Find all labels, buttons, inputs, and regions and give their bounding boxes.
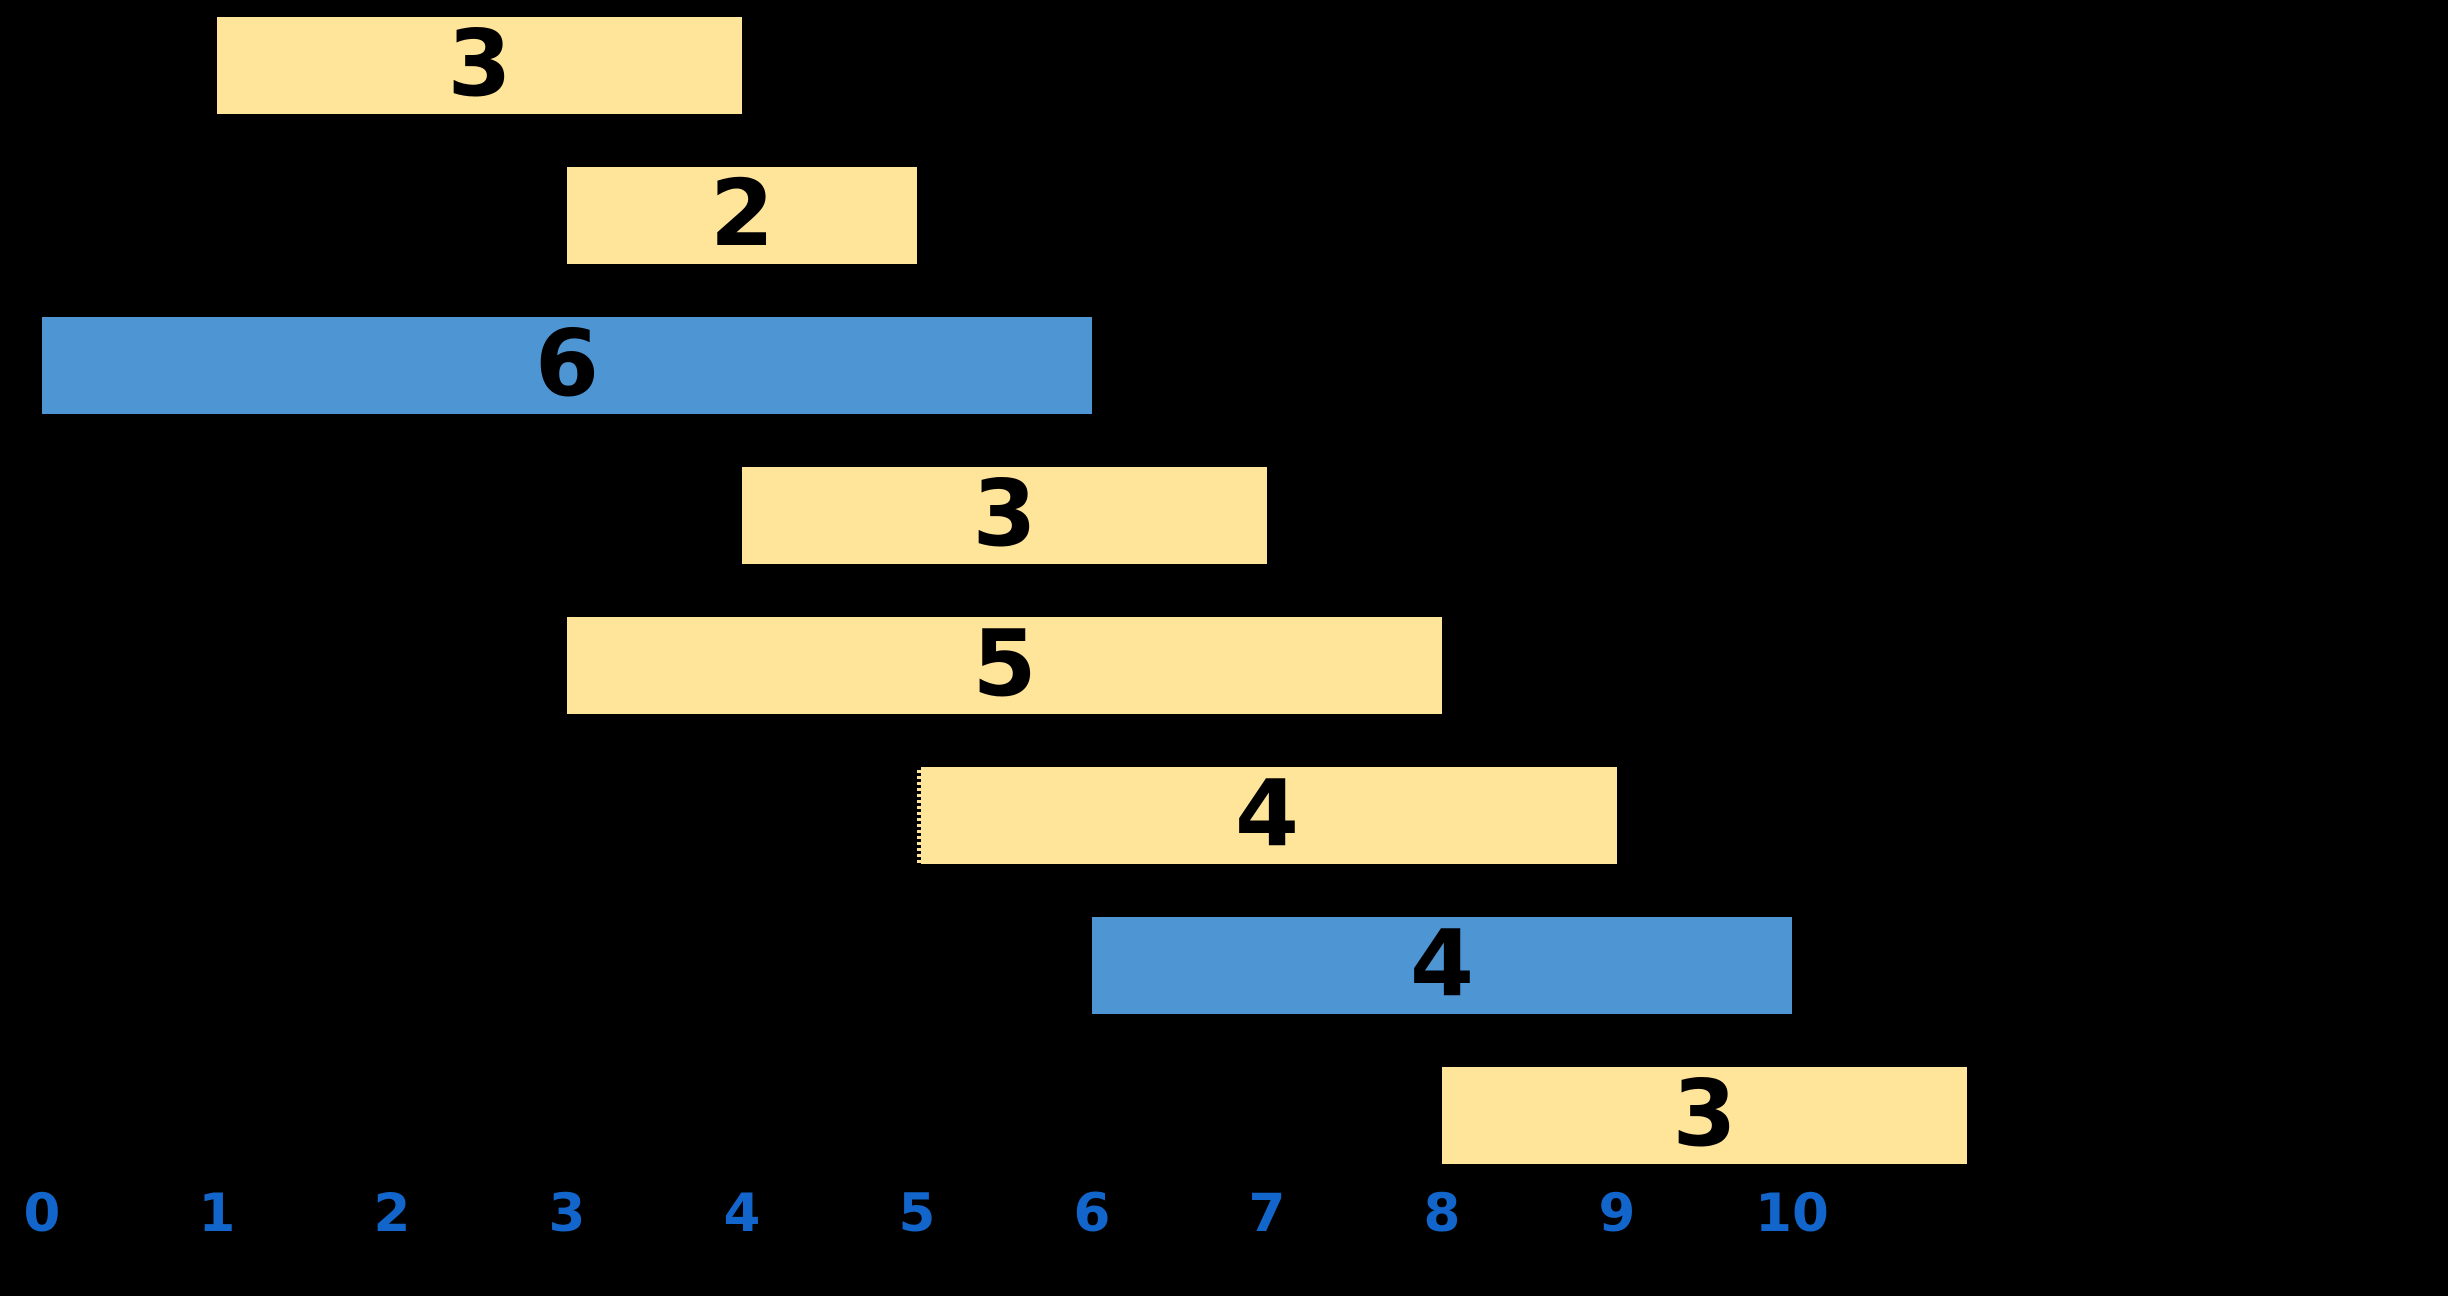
gantt-bar-row-8: 3: [1442, 1067, 1967, 1164]
x-axis-tick-label-4: 4: [723, 1183, 761, 1244]
bar-duration-label: 3: [1672, 1059, 1737, 1167]
x-axis-tick-label-5: 5: [898, 1183, 936, 1244]
gantt-bar-row-2: 2: [567, 167, 917, 264]
x-axis-tick-label-8: 8: [1423, 1183, 1461, 1244]
x-axis-tick-label-10: 10: [1755, 1183, 1829, 1244]
x-axis-tick-label-6: 6: [1073, 1183, 1111, 1244]
gantt-bar-row-5: 5: [567, 617, 1442, 714]
gantt-bar-row-1: 3: [217, 17, 742, 114]
gantt-bar-row-4: 3: [742, 467, 1267, 564]
bar-duration-label: 5: [972, 609, 1037, 717]
bar-duration-label: 6: [534, 309, 599, 417]
bar-duration-label: 2: [709, 159, 774, 267]
bar-duration-label: 4: [1234, 759, 1299, 867]
x-axis-tick-label-9: 9: [1598, 1183, 1636, 1244]
gantt-bar-row-7: 4: [1092, 917, 1792, 1014]
x-axis-tick-label-3: 3: [548, 1183, 586, 1244]
gantt-bar-row-6: 4: [917, 767, 1617, 864]
x-axis-tick-label-1: 1: [198, 1183, 236, 1244]
bar-duration-label: 3: [447, 9, 512, 117]
gantt-bar-row-3: 6: [42, 317, 1092, 414]
x-axis-tick-label-2: 2: [373, 1183, 411, 1244]
x-axis-tick-label-7: 7: [1248, 1183, 1286, 1244]
bar-duration-label: 4: [1409, 909, 1474, 1017]
x-axis-tick-label-0: 0: [23, 1183, 61, 1244]
dashed-start-edge: [917, 767, 921, 864]
bar-duration-label: 3: [972, 459, 1037, 567]
